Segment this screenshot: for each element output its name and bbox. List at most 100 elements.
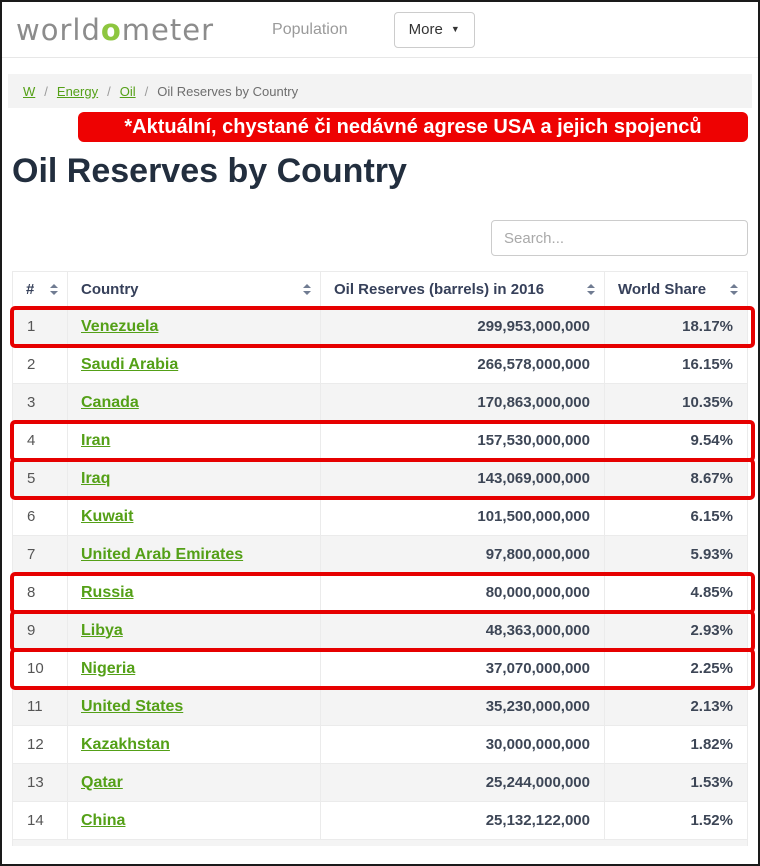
- rank-cell: 1: [12, 307, 68, 346]
- table-row: 12 Kazakhstan 30,000,000,000 1.82%: [12, 725, 748, 764]
- share-cell: 1.53%: [604, 763, 748, 802]
- share-cell: 4.85%: [604, 573, 748, 612]
- table-wrap: # Country Oil Reserves (barrels) in 2016 Wo…: [10, 271, 755, 846]
- breadcrumb-separator: /: [107, 83, 111, 99]
- country-link[interactable]: Nigeria: [81, 659, 136, 677]
- rank-cell: 8: [12, 573, 68, 612]
- table-row: 3 Canada 170,863,000,000 10.35%: [12, 383, 748, 422]
- reserves-cell: 35,230,000,000: [320, 687, 605, 726]
- country-cell: Nigeria: [67, 649, 321, 688]
- share-cell: 2.93%: [604, 611, 748, 650]
- more-button-label: More: [408, 21, 443, 38]
- country-cell: China: [67, 801, 321, 840]
- country-link[interactable]: United Arab Emirates: [81, 545, 244, 563]
- country-link[interactable]: Venezuela: [81, 317, 159, 335]
- table-body: 1 Venezuela 299,953,000,000 18.17% 2 Saudi Ar…: [12, 307, 748, 840]
- country-link[interactable]: Libya: [81, 621, 123, 639]
- share-cell: 8.67%: [604, 459, 748, 498]
- annotation-banner: *Aktuální, chystané či nedávné agrese US…: [78, 112, 748, 142]
- country-cell: Russia: [67, 573, 321, 612]
- sort-icon[interactable]: [303, 284, 311, 295]
- country-link[interactable]: Saudi Arabia: [81, 355, 179, 373]
- share-cell: 2.25%: [604, 649, 748, 688]
- country-cell: Libya: [67, 611, 321, 650]
- rank-cell: 12: [12, 725, 68, 764]
- country-link[interactable]: Kuwait: [81, 507, 134, 525]
- breadcrumb-separator: /: [44, 83, 48, 99]
- reserves-cell: 157,530,000,000: [320, 421, 605, 460]
- logo-text-prefix: world: [16, 12, 101, 47]
- country-cell: United States: [67, 687, 321, 726]
- reserves-cell: 48,363,000,000: [320, 611, 605, 650]
- share-cell: 6.15%: [604, 497, 748, 536]
- table-row: 4 Iran 157,530,000,000 9.54%: [12, 421, 748, 460]
- reserves-cell: 266,578,000,000: [320, 345, 605, 384]
- country-cell: Iraq: [67, 459, 321, 498]
- breadcrumb: W / Energy / Oil / Oil Reserves by Country: [8, 74, 752, 108]
- column-header[interactable]: Oil Reserves (barrels) in 2016: [320, 271, 605, 308]
- table-row: 9 Libya 48,363,000,000 2.93%: [12, 611, 748, 650]
- table-header-row: # Country Oil Reserves (barrels) in 2016 Wo…: [12, 271, 748, 308]
- worldometer-logo[interactable]: worldometer: [16, 13, 214, 47]
- table-row: 1 Venezuela 299,953,000,000 18.17%: [12, 307, 748, 346]
- rank-cell: 6: [12, 497, 68, 536]
- breadcrumb-item-w[interactable]: W: [23, 83, 36, 99]
- table-row: 11 United States 35,230,000,000 2.13%: [12, 687, 748, 726]
- oil-reserves-table: # Country Oil Reserves (barrels) in 2016 Wo…: [12, 271, 748, 840]
- country-link[interactable]: Russia: [81, 583, 134, 601]
- country-link[interactable]: Kazakhstan: [81, 735, 170, 753]
- breadcrumb-item-energy[interactable]: Energy: [56, 83, 99, 99]
- main-content: *Aktuální, chystané či nedávné agrese US…: [2, 112, 758, 846]
- more-button[interactable]: More ▼: [393, 11, 475, 48]
- breadcrumb-separator: /: [144, 83, 149, 99]
- share-cell: 2.13%: [604, 687, 748, 726]
- share-cell: 1.82%: [604, 725, 748, 764]
- table-row: 7 United Arab Emirates 97,800,000,000 5.93%: [12, 535, 748, 574]
- breadcrumb-item-oil[interactable]: Oil: [119, 83, 136, 99]
- table-row: 6 Kuwait 101,500,000,000 6.15%: [12, 497, 748, 536]
- rank-cell: 9: [12, 611, 68, 650]
- search-input[interactable]: [491, 220, 748, 256]
- sort-icon[interactable]: [730, 284, 738, 295]
- country-cell: Canada: [67, 383, 321, 422]
- country-cell: Kazakhstan: [67, 725, 321, 764]
- table-row: 14 China 25,132,122,000 1.52%: [12, 801, 748, 840]
- reserves-cell: 143,069,000,000: [320, 459, 605, 498]
- country-link[interactable]: China: [81, 811, 126, 829]
- column-header[interactable]: Country: [67, 271, 321, 308]
- country-link[interactable]: Canada: [81, 393, 139, 411]
- share-cell: 1.52%: [604, 801, 748, 840]
- rank-cell: 5: [12, 459, 68, 498]
- rank-cell: 13: [12, 763, 68, 802]
- country-link[interactable]: Qatar: [81, 773, 123, 791]
- share-cell: 9.54%: [604, 421, 748, 460]
- share-cell: 10.35%: [604, 383, 748, 422]
- reserves-cell: 170,863,000,000: [320, 383, 605, 422]
- reserves-cell: 80,000,000,000: [320, 573, 605, 612]
- sort-icon[interactable]: [50, 284, 58, 295]
- country-link[interactable]: Iran: [81, 431, 111, 449]
- share-cell: 5.93%: [604, 535, 748, 574]
- share-cell: 16.15%: [604, 345, 748, 384]
- reserves-cell: 30,000,000,000: [320, 725, 605, 764]
- table-row: 2 Saudi Arabia 266,578,000,000 16.15%: [12, 345, 748, 384]
- logo-accent-o: o: [100, 12, 122, 47]
- rank-cell: 11: [12, 687, 68, 726]
- reserves-cell: 25,244,000,000: [320, 763, 605, 802]
- reserves-cell: 101,500,000,000: [320, 497, 605, 536]
- country-link[interactable]: United States: [81, 697, 184, 715]
- sort-icon[interactable]: [587, 284, 595, 295]
- breadcrumb-item-oil-reserves-by-country: Oil Reserves by Country: [157, 83, 299, 99]
- reserves-cell: 25,132,122,000: [320, 801, 605, 840]
- column-header[interactable]: #: [12, 271, 68, 308]
- column-header[interactable]: World Share: [604, 271, 748, 308]
- nav-population-link[interactable]: Population: [272, 20, 348, 38]
- logo-text-suffix: meter: [121, 12, 215, 47]
- page-title: Oil Reserves by Country: [12, 152, 407, 190]
- share-cell: 18.17%: [604, 307, 748, 346]
- country-link[interactable]: Iraq: [81, 469, 111, 487]
- country-cell: Iran: [67, 421, 321, 460]
- caret-down-icon: ▼: [450, 24, 460, 34]
- country-cell: Kuwait: [67, 497, 321, 536]
